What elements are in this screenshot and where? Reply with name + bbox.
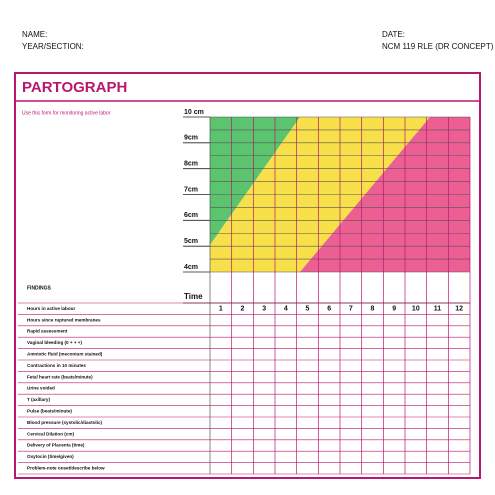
hour-label: 12 [455, 306, 463, 313]
hour-label: 1 [219, 306, 223, 313]
finding-label: Delivery of Placenta (time) [27, 443, 85, 448]
finding-label: Contractions in 10 minutes [27, 363, 86, 368]
hour-label: 2 [241, 306, 245, 313]
hour-label: 11 [434, 306, 442, 313]
dilation-label: 7cm [184, 186, 198, 193]
time-label: Time [184, 292, 203, 301]
dilation-label: 4cm [184, 264, 198, 271]
finding-label: Vaginal bleeding (0 + + +) [27, 340, 82, 345]
finding-label: Amniotic fluid (meconium stained) [27, 352, 103, 357]
finding-label: Blood pressure (systolic/diastolic) [27, 420, 103, 425]
hour-label: 8 [371, 306, 375, 313]
form-subtitle: Use this form for monitoring active labo… [22, 110, 111, 116]
finding-label: Urine voided [27, 386, 55, 391]
name-label: NAME: [22, 30, 47, 39]
finding-label: Pulse (beats/minute) [27, 409, 72, 414]
hour-label: 10 [412, 306, 420, 313]
hour-label: 3 [262, 306, 266, 313]
dilation-label: 6cm [184, 212, 198, 219]
finding-label: Cervical Dilation (cm) [27, 431, 74, 436]
finding-label: Fetal heart rate (beats/minute) [27, 374, 93, 379]
year-section-label: YEAR/SECTION: [22, 42, 84, 51]
course-label: NCM 119 RLE (DR CONCEPT) [382, 42, 494, 51]
hour-label: 9 [392, 306, 396, 313]
date-label: DATE: [382, 30, 405, 39]
hour-label: 4 [284, 306, 288, 313]
finding-label: T (axillary) [27, 397, 50, 402]
hour-label: 5 [306, 306, 310, 313]
form-border [14, 72, 481, 479]
hour-label: 7 [349, 306, 353, 313]
dilation-label: 9cm [184, 135, 198, 142]
findings-label: FINDINGS [27, 285, 52, 291]
finding-label: Hours in active labour [27, 306, 75, 311]
hour-label: 6 [327, 306, 331, 313]
dilation-label: 5cm [184, 238, 198, 245]
dilation-label: 10 cm [184, 109, 204, 116]
finding-label: Hours since ruptured membranes [27, 317, 101, 322]
dilation-label: 8cm [184, 161, 198, 168]
form-title: PARTOGRAPH [22, 79, 127, 96]
finding-label: Rapid assessment [27, 329, 68, 334]
finding-label: Problem-note onset/describe below [27, 466, 105, 471]
finding-label: Oxytocin (time/given) [27, 454, 74, 459]
